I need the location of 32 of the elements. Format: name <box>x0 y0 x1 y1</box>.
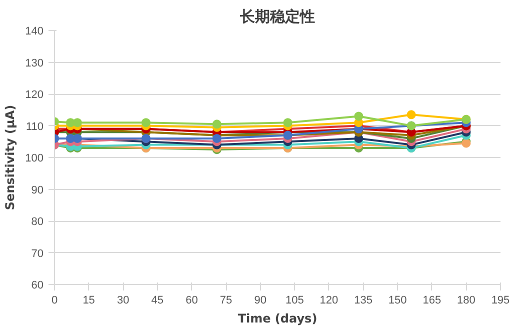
x-tick-label: 180 <box>457 294 476 306</box>
y-tick-label: 90 <box>31 184 44 196</box>
x-tick-label: 120 <box>320 294 338 306</box>
y-tick-label: 130 <box>25 57 44 70</box>
chart-title: 长期稳定性 <box>239 8 315 26</box>
point <box>283 118 292 128</box>
y-tick-label: 60 <box>31 280 44 292</box>
x-tick-label: 135 <box>354 294 372 306</box>
y-tick-label: 80 <box>31 216 44 228</box>
x-tick-label: 165 <box>422 294 442 306</box>
y-tick-label: 100 <box>25 152 44 164</box>
point <box>354 112 364 121</box>
x-tick-label: 60 <box>186 294 198 306</box>
y-tick-label: 120 <box>25 89 44 101</box>
x-tick-label: 75 <box>220 294 232 306</box>
point <box>141 118 150 128</box>
y-tick-label: 140 <box>25 26 44 38</box>
point <box>406 110 416 120</box>
x-axis-title: Time (days) <box>238 312 318 326</box>
x-tick-label: 195 <box>491 294 510 306</box>
y-axis-title: Sensitivity (μA) <box>3 104 18 210</box>
point <box>212 134 222 143</box>
y-tick-label: 70 <box>31 248 44 260</box>
x-tick-label: 45 <box>151 294 164 306</box>
x-tick-label: 105 <box>285 294 304 306</box>
x-tick-label: 30 <box>117 294 130 306</box>
point <box>212 120 222 129</box>
y-tick-label: 110 <box>26 120 44 133</box>
x-tick-label: 90 <box>254 294 266 306</box>
x-tick-label: 0 <box>51 294 58 306</box>
x-tick-label: 15 <box>82 294 95 306</box>
x-tick-label: 150 <box>388 294 407 306</box>
